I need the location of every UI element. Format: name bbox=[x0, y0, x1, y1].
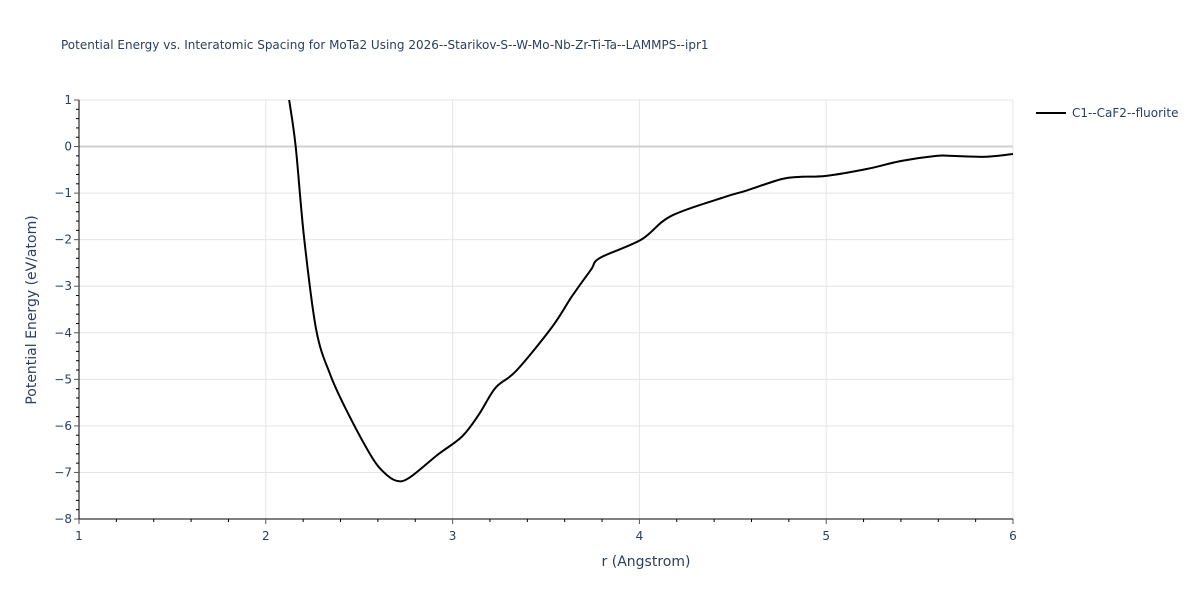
svg-text:−7: −7 bbox=[54, 465, 72, 479]
legend-label: C1--CaF2--fluorite bbox=[1072, 106, 1179, 120]
svg-text:2: 2 bbox=[262, 529, 270, 543]
svg-text:0: 0 bbox=[64, 140, 72, 154]
svg-text:5: 5 bbox=[822, 529, 830, 543]
svg-text:−3: −3 bbox=[54, 279, 72, 293]
svg-text:3: 3 bbox=[449, 529, 457, 543]
axes: 1 2 3 4 5 6 1 0 −1 −2 −3 −4 −5 −6 −7 −8 bbox=[54, 93, 1017, 543]
series-line-c1-caf2-fluorite bbox=[288, 99, 1014, 483]
svg-text:−8: −8 bbox=[54, 512, 72, 526]
x-axis-label-wrap: r (Angstrom) bbox=[0, 554, 1200, 570]
svg-text:4: 4 bbox=[636, 529, 644, 543]
legend-item[interactable]: C1--CaF2--fluorite bbox=[1036, 106, 1178, 120]
x-axis-label: r (Angstrom) bbox=[601, 554, 691, 570]
svg-text:−2: −2 bbox=[54, 233, 72, 247]
svg-text:6: 6 bbox=[1009, 529, 1017, 543]
svg-text:−5: −5 bbox=[54, 372, 72, 386]
svg-text:−4: −4 bbox=[54, 326, 72, 340]
svg-text:−1: −1 bbox=[54, 186, 72, 200]
gridlines bbox=[79, 99, 1014, 519]
chart-title: Potential Energy vs. Interatomic Spacing… bbox=[61, 38, 709, 52]
y-axis-label: Potential Energy (eV/atom) bbox=[24, 215, 40, 405]
svg-text:1: 1 bbox=[75, 529, 83, 543]
legend-line-icon bbox=[1036, 112, 1066, 114]
svg-text:−6: −6 bbox=[54, 419, 72, 433]
svg-text:1: 1 bbox=[64, 93, 72, 107]
